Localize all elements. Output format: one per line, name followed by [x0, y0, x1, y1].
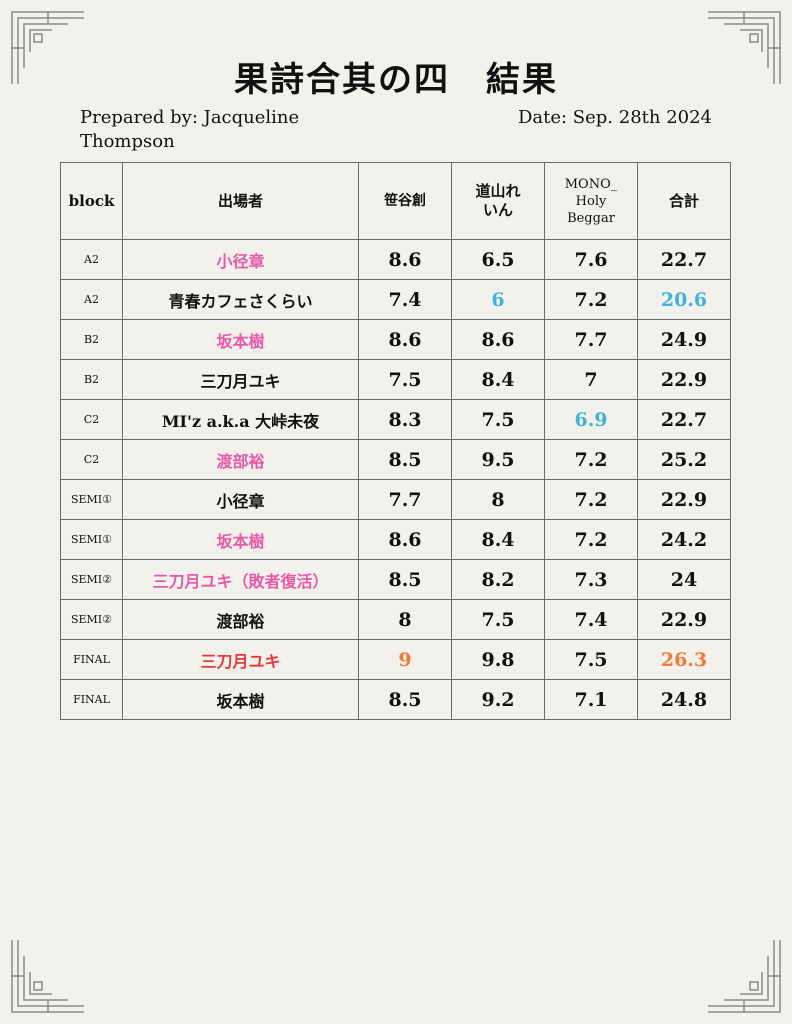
score-cell: 7.6 [544, 239, 638, 280]
contestant-cell: 三刀月ユキ [122, 639, 359, 680]
table-row: SEMI① 小径章 7.7 8 7.2 22.9 [60, 479, 731, 520]
score-cell: 7.4 [544, 599, 638, 640]
score-cell: 8.4 [451, 519, 545, 560]
score-cell: 7.7 [544, 319, 638, 360]
score-cell: 7.1 [544, 679, 638, 720]
table-row: FINAL 三刀月ユキ 9 9.8 7.5 26.3 [60, 639, 731, 680]
total-cell: 20.6 [637, 279, 731, 320]
score-cell: 9.5 [451, 439, 545, 480]
table-row: A2 青春カフェさくらい 7.4 6 7.2 20.6 [60, 279, 731, 320]
total-cell: 24.2 [637, 519, 731, 560]
block-cell: C2 [60, 439, 123, 480]
table-row: C2 渡部裕 8.5 9.5 7.2 25.2 [60, 439, 731, 480]
table-row: SEMI① 坂本樹 8.6 8.4 7.2 24.2 [60, 519, 731, 560]
total-cell: 24.9 [637, 319, 731, 360]
score-cell: 8.6 [358, 319, 452, 360]
score-cell: 7.5 [358, 359, 452, 400]
block-cell: SEMI② [60, 599, 123, 640]
corner-ornament-icon [704, 936, 784, 1016]
table-row: SEMI② 渡部裕 8 7.5 7.4 22.9 [60, 599, 731, 640]
block-cell: A2 [60, 279, 123, 320]
score-cell: 7.5 [544, 639, 638, 680]
contestant-cell: 青春カフェさくらい [122, 279, 359, 320]
block-cell: FINAL [60, 639, 123, 680]
block-cell: SEMI① [60, 479, 123, 520]
table-row: FINAL 坂本樹 8.5 9.2 7.1 24.8 [60, 679, 731, 720]
total-cell: 22.9 [637, 599, 731, 640]
block-cell: SEMI① [60, 519, 123, 560]
contestant-cell: 三刀月ユキ [122, 359, 359, 400]
contestant-cell: 渡部裕 [122, 439, 359, 480]
block-cell: A2 [60, 239, 123, 280]
score-cell: 7.3 [544, 559, 638, 600]
score-cell: 8.6 [451, 319, 545, 360]
col-header-contestant: 出場者 [122, 162, 359, 240]
col-header-total: 合計 [637, 162, 731, 240]
score-cell: 7.2 [544, 439, 638, 480]
score-cell: 7.4 [358, 279, 452, 320]
table-row: B2 三刀月ユキ 7.5 8.4 7 22.9 [60, 359, 731, 400]
score-cell: 8.5 [358, 439, 452, 480]
contestant-cell: 渡部裕 [122, 599, 359, 640]
col-header-judge-1: 笹谷創 [358, 162, 452, 240]
total-cell: 26.3 [637, 639, 731, 680]
header-row: block 出場者 笹谷創 道山れいん MONO_ Holy Beggar 合計 [60, 162, 731, 240]
score-cell: 9 [358, 639, 452, 680]
total-cell: 24 [637, 559, 731, 600]
score-cell: 6.5 [451, 239, 545, 280]
block-cell: FINAL [60, 679, 123, 720]
col-header-block: block [60, 162, 123, 240]
table-row: SEMI② 三刀月ユキ（敗者復活） 8.5 8.2 7.3 24 [60, 559, 731, 600]
score-cell: 8.5 [358, 559, 452, 600]
corner-ornament-icon [8, 8, 88, 88]
score-cell: 7.2 [544, 279, 638, 320]
table-row: B2 坂本樹 8.6 8.6 7.7 24.9 [60, 319, 731, 360]
contestant-cell: 小径章 [122, 479, 359, 520]
score-cell: 8.6 [358, 519, 452, 560]
score-cell: 7.2 [544, 519, 638, 560]
score-cell: 8 [358, 599, 452, 640]
total-cell: 22.7 [637, 239, 731, 280]
score-cell: 8.5 [358, 679, 452, 720]
col-header-judge-2: 道山れいん [451, 162, 545, 240]
contestant-cell: 坂本樹 [122, 679, 359, 720]
total-cell: 22.9 [637, 359, 731, 400]
contestant-cell: MI'z a.k.a 大峠未夜 [122, 399, 359, 440]
score-cell: 6 [451, 279, 545, 320]
score-cell: 7.5 [451, 599, 545, 640]
score-cell: 6.9 [544, 399, 638, 440]
score-cell: 8.2 [451, 559, 545, 600]
score-cell: 8.6 [358, 239, 452, 280]
contestant-cell: 小径章 [122, 239, 359, 280]
page-title: 果詩合其の四 結果 [234, 60, 558, 100]
total-cell: 24.8 [637, 679, 731, 720]
score-cell: 7.5 [451, 399, 545, 440]
score-cell: 9.8 [451, 639, 545, 680]
contestant-cell: 坂本樹 [122, 319, 359, 360]
score-cell: 7 [544, 359, 638, 400]
score-cell: 8.4 [451, 359, 545, 400]
block-cell: SEMI② [60, 559, 123, 600]
report-date: Date: Sep. 28th 2024 [517, 107, 712, 128]
score-cell: 7.7 [358, 479, 452, 520]
score-cell: 9.2 [451, 679, 545, 720]
table-row: A2 小径章 8.6 6.5 7.6 22.7 [60, 239, 731, 280]
block-cell: C2 [60, 399, 123, 440]
score-cell: 8 [451, 479, 545, 520]
contestant-cell: 坂本樹 [122, 519, 359, 560]
col-header-judge-3: MONO_ Holy Beggar [544, 162, 638, 240]
score-cell: 8.3 [358, 399, 452, 440]
contestant-cell: 三刀月ユキ（敗者復活） [122, 559, 359, 600]
score-cell: 7.2 [544, 479, 638, 520]
total-cell: 25.2 [637, 439, 731, 480]
block-cell: B2 [60, 359, 123, 400]
total-cell: 22.9 [637, 479, 731, 520]
block-cell: B2 [60, 319, 123, 360]
prepared-by: Prepared by: Jacqueline Thompson [80, 107, 300, 152]
table-row: C2 MI'z a.k.a 大峠未夜 8.3 7.5 6.9 22.7 [60, 399, 731, 440]
total-cell: 22.7 [637, 399, 731, 440]
corner-ornament-icon [8, 936, 88, 1016]
results-table: block 出場者 笹谷創 道山れいん MONO_ Holy Beggar 合計… [60, 162, 731, 720]
corner-ornament-icon [704, 8, 784, 88]
